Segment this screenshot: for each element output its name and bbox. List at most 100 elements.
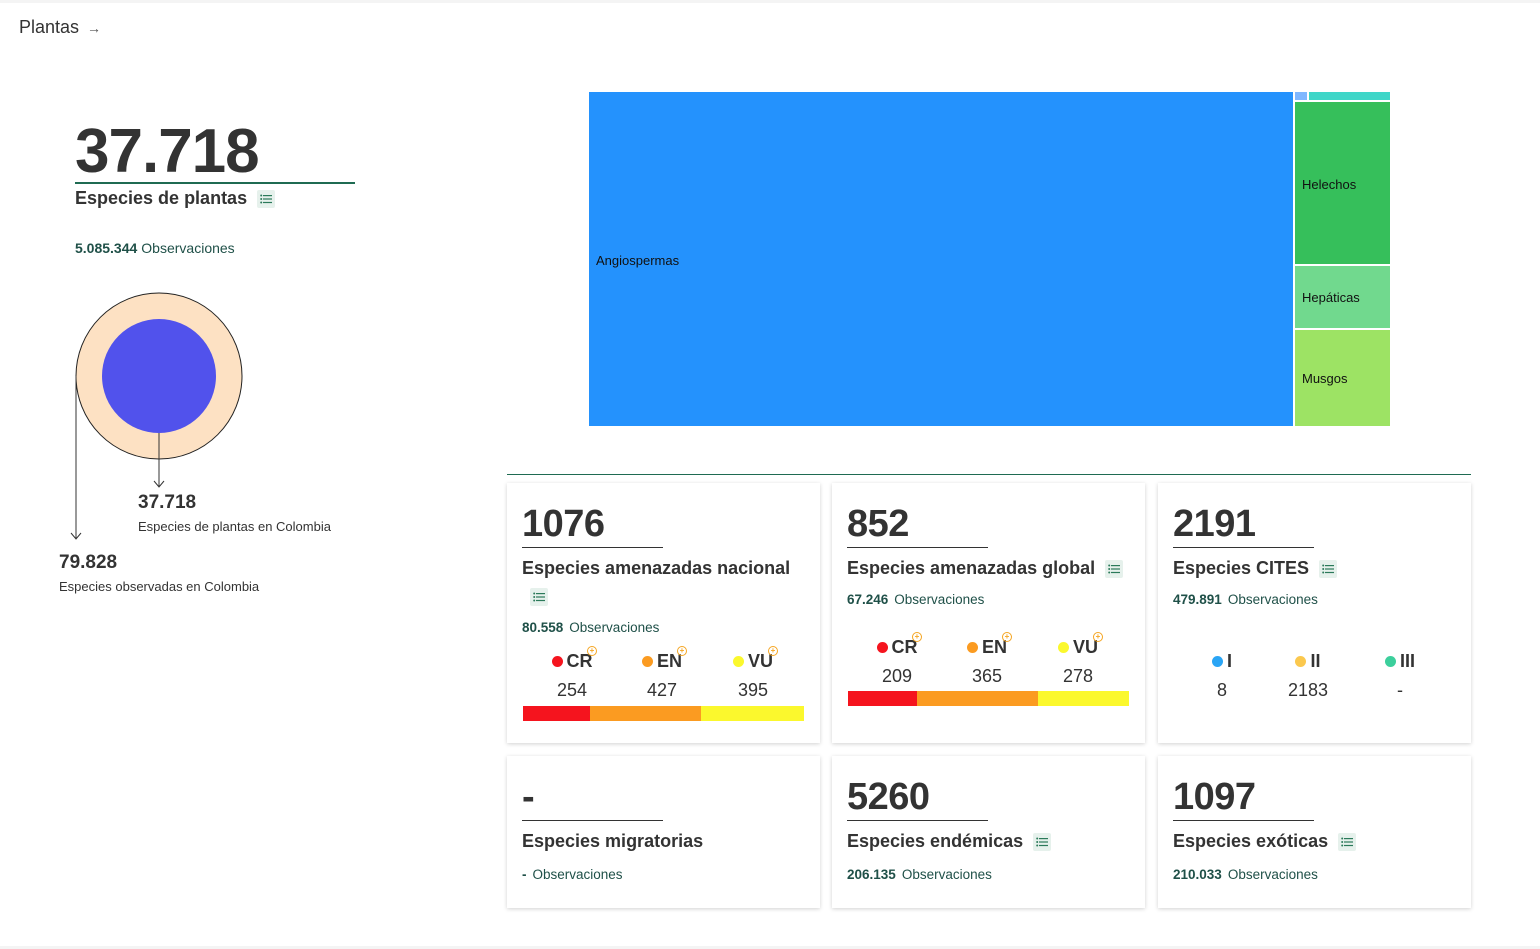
- category-value: 395: [737, 680, 769, 700]
- category-code: EN: [656, 651, 682, 671]
- card-title: Especies migratorias: [522, 831, 704, 851]
- cr-dot: [876, 642, 888, 653]
- en-dot: [641, 656, 653, 667]
- category-value: 8: [1216, 680, 1227, 700]
- treemap-small-2[interactable]: [1308, 91, 1391, 101]
- list-icon[interactable]: [1319, 559, 1338, 578]
- treemap-hepaticas[interactable]: Hepáticas: [1294, 265, 1391, 329]
- bar-vu: [1038, 691, 1129, 706]
- appendix-ii-dot: [1295, 656, 1307, 667]
- card-title-row: Especies CITES: [1173, 558, 1338, 579]
- category-vu[interactable]: VU + 278: [1043, 632, 1113, 687]
- card-count: 2191: [1173, 503, 1256, 545]
- observations-count: -: [522, 867, 527, 882]
- threat-bar: [848, 691, 1129, 706]
- plus-icon: +: [1093, 632, 1103, 642]
- category-value: 278: [1062, 666, 1094, 686]
- category-value: 2183: [1287, 680, 1329, 700]
- category-value: -: [1397, 680, 1403, 700]
- card-migratory[interactable]: - Especies migratorias - Observaciones: [507, 756, 820, 908]
- card-title-row: Especies exóticas: [1173, 831, 1357, 852]
- card-title-row: Especies endémicas: [847, 831, 1052, 852]
- category-appendix-ii[interactable]: II 2183: [1273, 651, 1343, 701]
- outer-count: 79.828: [59, 552, 118, 573]
- category-code: CR: [891, 637, 918, 657]
- circle-comparison: 37.718 Especies de plantas en Colombia 7…: [55, 288, 375, 618]
- category-code: CR: [566, 651, 593, 671]
- treemap-angiospermas[interactable]: Angiospermas: [588, 91, 1294, 427]
- plus-icon: +: [912, 632, 922, 642]
- list-icon[interactable]: [1105, 559, 1124, 578]
- card-endemic[interactable]: 5260 Especies endémicas 206.135 Observaci…: [832, 756, 1145, 908]
- breadcrumb-link[interactable]: Plantas →: [19, 17, 101, 38]
- hero-observations: 5.085.344 Observaciones: [75, 240, 235, 256]
- observations-count: 206.135: [847, 867, 896, 882]
- species-label-text: Especies de plantas: [75, 188, 248, 208]
- treemap: Angiospermas Helechos Hepáticas Musgos: [588, 91, 1391, 427]
- category-value: 209: [881, 666, 913, 686]
- category-appendix-iii[interactable]: III -: [1365, 651, 1435, 701]
- arrow-right-icon: →: [87, 19, 102, 36]
- en-dot: [966, 642, 978, 653]
- card-count: 1097: [1173, 776, 1256, 818]
- card-count: -: [522, 776, 535, 818]
- card-title: Especies amenazadas global: [847, 558, 1096, 578]
- list-icon[interactable]: [1033, 832, 1052, 851]
- category-en[interactable]: EN + 427: [627, 646, 697, 701]
- bar-en: [590, 706, 701, 721]
- inner-arrowhead: [153, 480, 165, 488]
- plus-icon: +: [587, 646, 597, 656]
- card-threatened-global[interactable]: 852 Especies amenazadas global 67.246 Obs…: [832, 483, 1145, 743]
- category-code: I: [1226, 651, 1232, 671]
- species-label: Especies de plantas: [75, 188, 276, 209]
- category-code: III: [1399, 651, 1415, 671]
- vu-dot: [732, 656, 744, 667]
- observations-label: Observaciones: [569, 620, 660, 635]
- divider: [847, 547, 988, 548]
- divider: [1173, 820, 1314, 821]
- appendix-i-dot: [1211, 656, 1223, 667]
- breadcrumb-label: Plantas: [19, 17, 80, 37]
- card-observations: 210.033 Observaciones: [1173, 867, 1318, 882]
- card-observations: 80.558 Observaciones: [522, 620, 659, 635]
- plus-icon: +: [1002, 632, 1012, 642]
- category-en[interactable]: EN + 365: [952, 632, 1022, 687]
- list-icon[interactable]: [257, 189, 276, 208]
- card-title: Especies amenazadas nacional: [522, 558, 791, 578]
- card-observations: 479.891 Observaciones: [1173, 592, 1318, 607]
- divider: [522, 820, 663, 821]
- category-value: 254: [556, 680, 588, 700]
- treemap-small-1[interactable]: [1294, 91, 1308, 101]
- list-icon[interactable]: [1338, 832, 1357, 851]
- observations-count: 5.085.344: [75, 240, 138, 256]
- category-value: 365: [971, 666, 1003, 686]
- card-threatened-national[interactable]: 1076 Especies amenazadas nacional 80.558…: [507, 483, 820, 743]
- observations-label: Observaciones: [1227, 592, 1318, 607]
- cr-dot: [551, 656, 563, 667]
- card-count: 5260: [847, 776, 930, 818]
- inner-circle: [102, 319, 216, 433]
- treemap-label: Angiospermas: [596, 253, 680, 268]
- card-title-row: Especies amenazadas global: [847, 558, 1124, 579]
- category-vu[interactable]: VU + 395: [718, 646, 788, 701]
- card-title: Especies exóticas: [1173, 831, 1329, 851]
- card-observations: - Observaciones: [522, 867, 623, 882]
- category-cr[interactable]: CR + 254: [537, 646, 607, 701]
- card-title: Especies endémicas: [847, 831, 1024, 851]
- card-cites[interactable]: 2191 Especies CITES 479.891 Observaciones…: [1158, 483, 1471, 743]
- inner-count: 37.718: [138, 492, 197, 513]
- bar-cr: [848, 691, 917, 706]
- treemap-musgos[interactable]: Musgos: [1294, 329, 1391, 427]
- observations-label: Observaciones: [894, 592, 985, 607]
- list-icon[interactable]: [530, 588, 548, 606]
- treemap-helechos[interactable]: Helechos: [1294, 101, 1391, 265]
- category-code: II: [1310, 651, 1321, 671]
- category-cr[interactable]: CR + 209: [862, 632, 932, 687]
- treemap-label: Helechos: [1302, 177, 1357, 192]
- card-title: Especies CITES: [1173, 558, 1310, 578]
- category-code: VU: [747, 651, 773, 671]
- section-divider: [507, 474, 1471, 475]
- card-exotic[interactable]: 1097 Especies exóticas 210.033 Observacio…: [1158, 756, 1471, 908]
- page: Plantas → 37.718 Especies de plantas 5.0…: [0, 3, 1540, 946]
- category-appendix-i[interactable]: I 8: [1187, 651, 1257, 701]
